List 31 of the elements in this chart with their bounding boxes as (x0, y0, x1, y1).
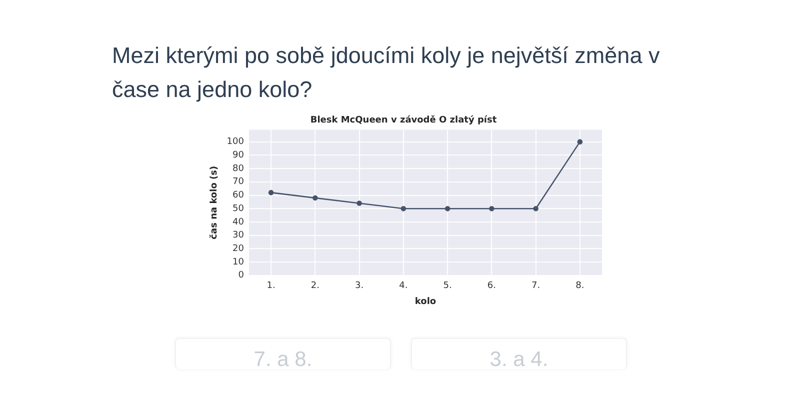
point (444, 206, 450, 212)
y-tick-label: 10 (232, 257, 244, 268)
y-tick-label: 70 (232, 177, 244, 188)
x-tick-label: 1. (266, 281, 276, 292)
y-tick-label: 30 (232, 230, 244, 241)
x-tick-label: 4. (399, 281, 408, 292)
point (489, 206, 494, 212)
y-tick-label: 20 (232, 244, 244, 254)
y-tick-label: 100 (226, 137, 244, 148)
point (533, 206, 538, 212)
y-tick-label: 80 (232, 164, 244, 174)
x-tick-label: 7. (532, 281, 540, 292)
point (268, 190, 274, 196)
y-tick-label: 40 (232, 217, 244, 228)
point (400, 206, 406, 212)
point (356, 200, 362, 206)
x-tick-label: 2. (310, 281, 320, 292)
chart-title: Blesk McQueen v závodě O zlatý píst (310, 114, 498, 126)
point (312, 195, 318, 201)
x-tick-label: 8. (576, 281, 584, 292)
y-tick-label: 50 (232, 204, 244, 214)
x-tick-label: 5. (443, 281, 452, 292)
y-axis-title: čas na kolo (s) (208, 166, 220, 240)
point (577, 139, 583, 144)
y-tick-label: 90 (232, 150, 244, 161)
x-tick-label: 3. (355, 281, 364, 292)
y-tick-label: 60 (232, 190, 244, 201)
text: Mezi kterými po sobě jdoucími koly je největší změna v čase na jedno kolo? (112, 42, 661, 104)
x-axis-title: kolo (414, 296, 436, 307)
x-tick-label: 6. (487, 281, 496, 292)
y-tick-label: 0 (238, 270, 244, 281)
